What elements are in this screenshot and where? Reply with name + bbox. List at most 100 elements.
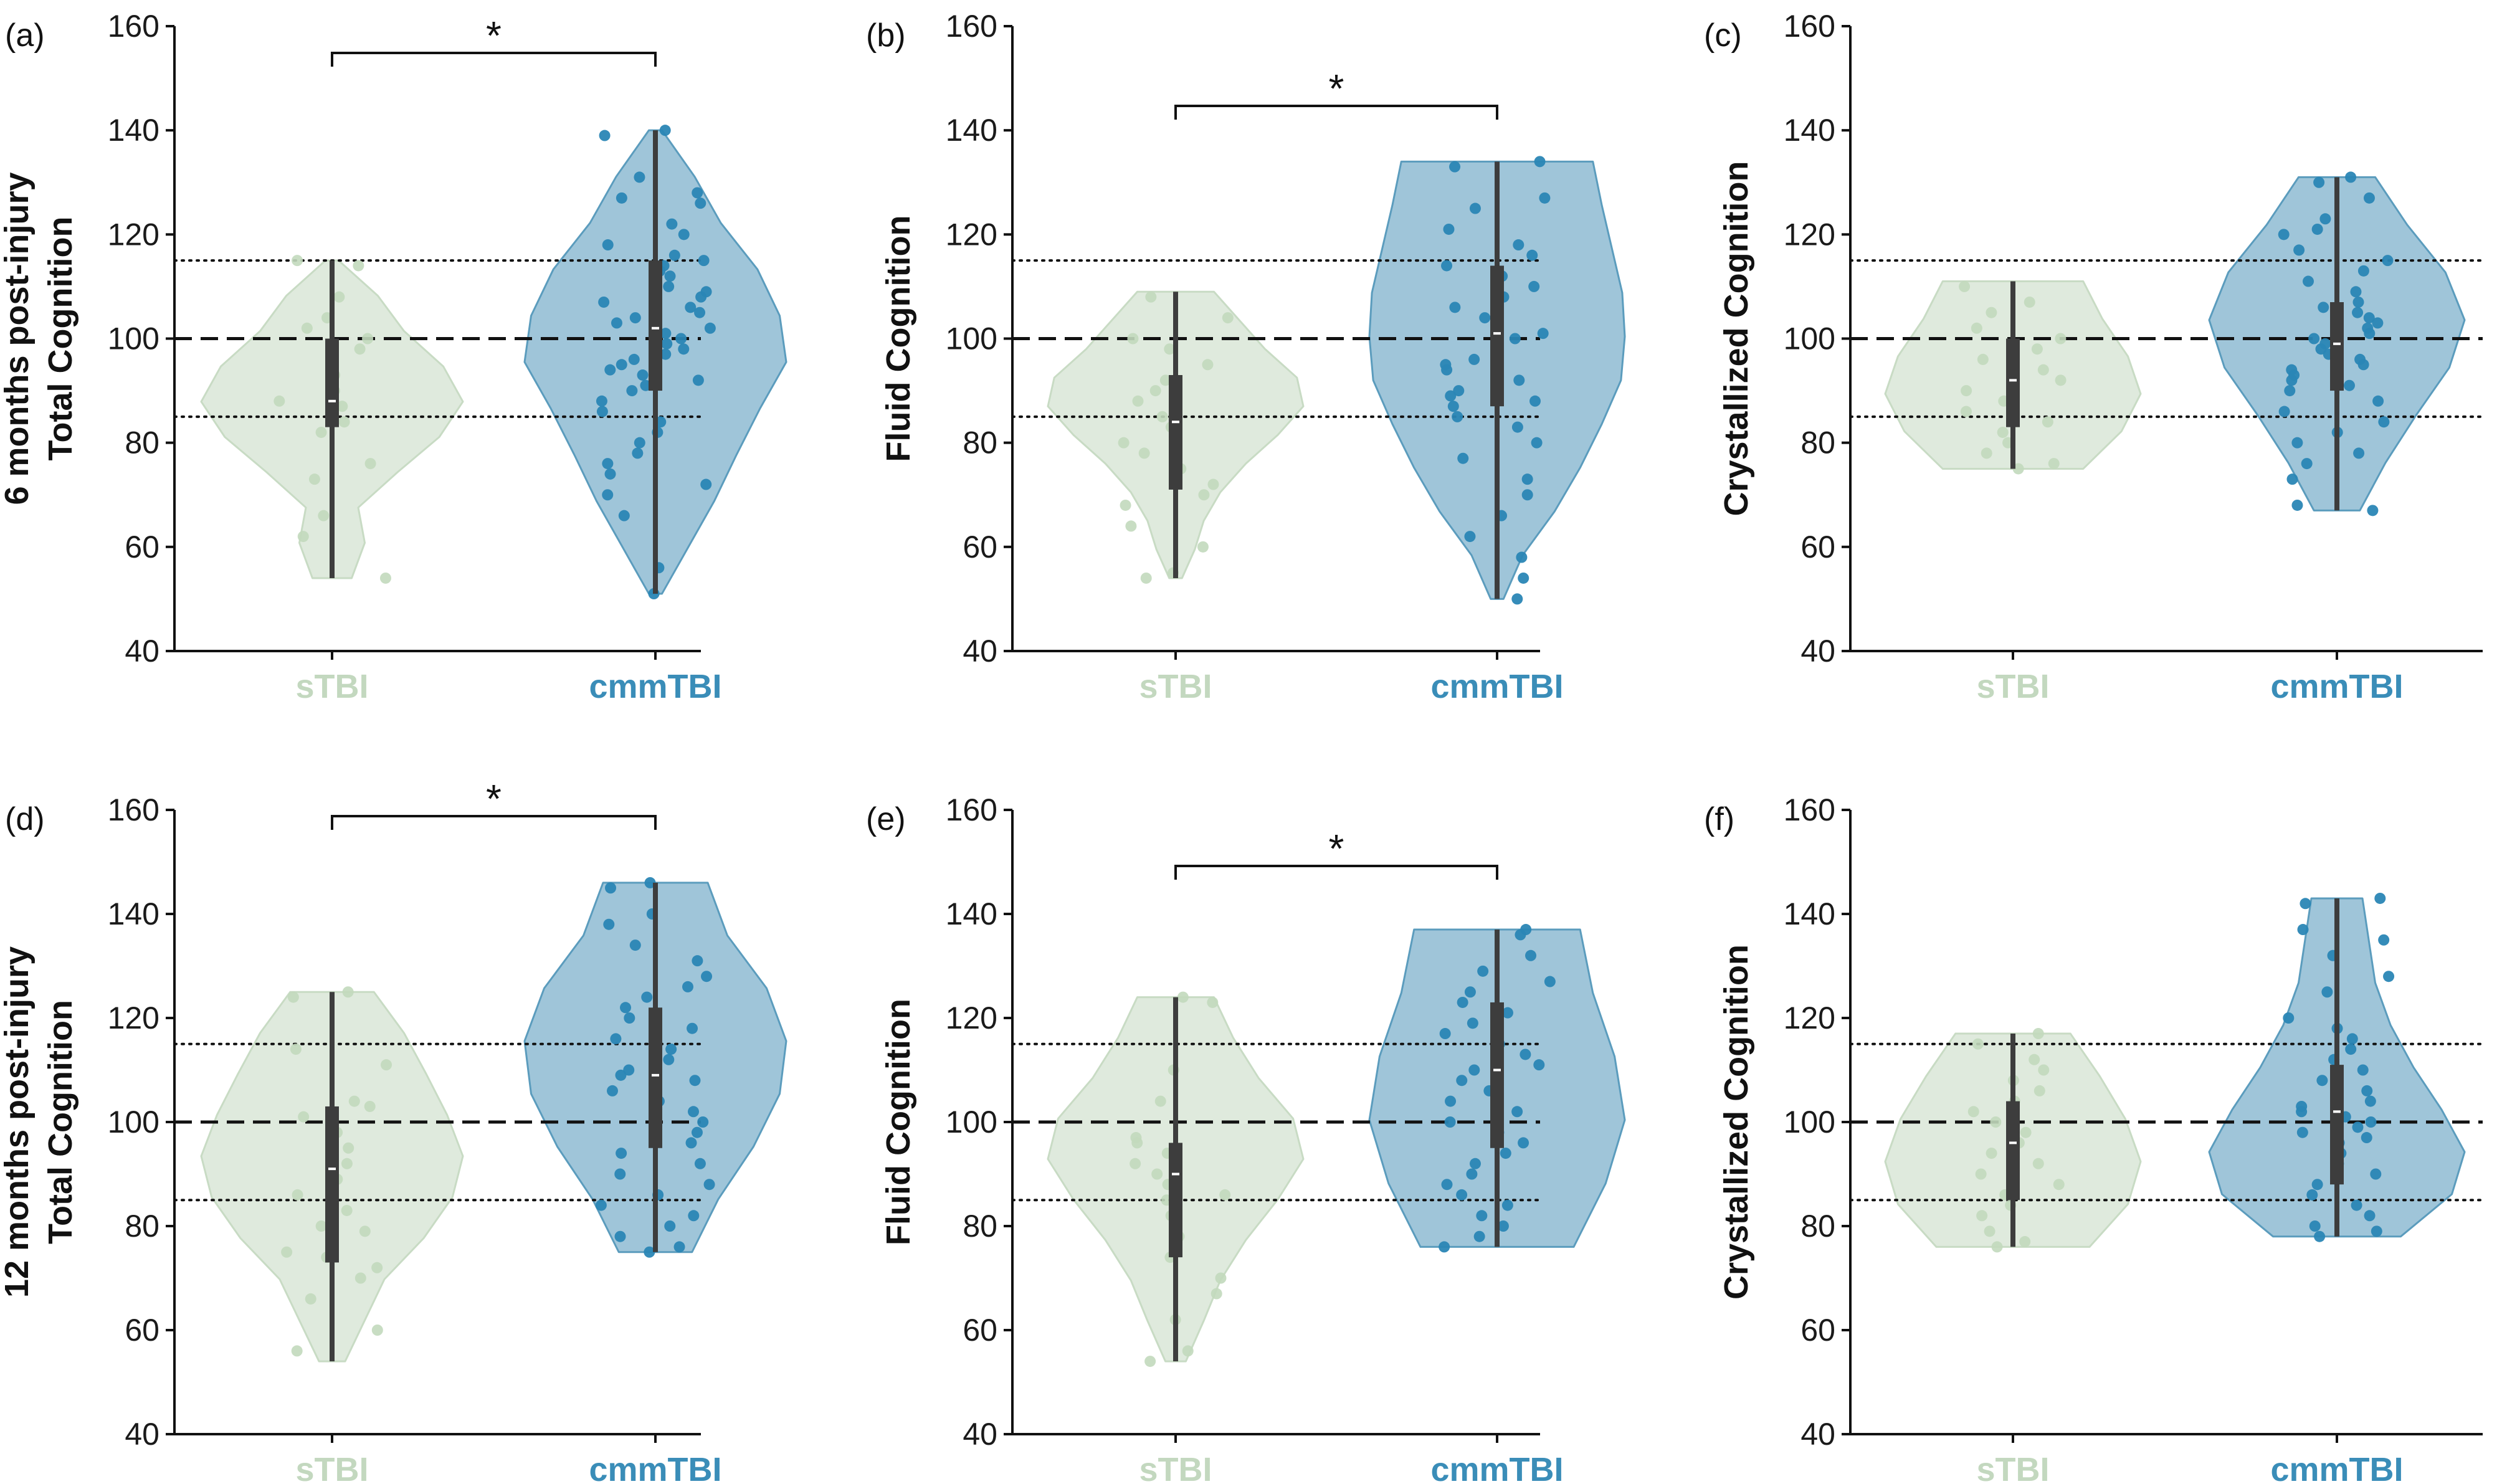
y-tick-label: 80: [1800, 1209, 1835, 1244]
data-point: [1513, 239, 1525, 251]
data-point: [2378, 416, 2390, 428]
data-point: [634, 437, 645, 449]
data-point: [615, 1069, 627, 1081]
x-tick-label-cmmTBI: cmmTBI: [2270, 1451, 2403, 1484]
data-point: [1144, 1356, 1156, 1367]
data-point: [359, 1225, 371, 1237]
data-point: [292, 255, 303, 267]
data-point: [606, 1085, 618, 1096]
data-point: [1518, 1137, 1529, 1149]
panel-e: (e) Fluid Cognition 40 60 80 100 120 140 160 sTBI…: [866, 792, 1626, 1484]
data-point: [1156, 411, 1168, 422]
y-tick-label: 100: [1784, 1105, 1835, 1139]
data-point: [1525, 949, 1537, 961]
data-point: [1468, 1064, 1480, 1076]
data-point: [1501, 1199, 1513, 1211]
data-point: [2346, 1033, 2358, 1045]
data-point: [602, 489, 614, 501]
y-tick-label: 160: [946, 792, 997, 827]
y-tick-label: 140: [108, 113, 159, 148]
y-axis-label: Total Cognition: [42, 217, 79, 461]
data-point: [1997, 426, 2009, 438]
data-point: [2372, 317, 2384, 329]
data-point: [661, 338, 673, 350]
data-point: [616, 1148, 627, 1159]
y-tick-label: 60: [1800, 1313, 1835, 1348]
data-point: [614, 1168, 626, 1180]
x-tick-label-sTBI: sTBI: [295, 1451, 368, 1484]
data-point: [297, 531, 309, 543]
data-point: [1467, 1017, 1478, 1029]
data-point: [616, 359, 627, 371]
data-point: [698, 255, 710, 267]
data-point: [616, 192, 627, 204]
data-point: [1984, 1225, 1995, 1237]
data-point: [2038, 1064, 2050, 1076]
y-tick-label: 160: [108, 792, 159, 827]
data-point: [2284, 385, 2296, 397]
data-point: [1526, 249, 1538, 261]
data-point: [1445, 1095, 1457, 1107]
significance-star: *: [486, 776, 502, 821]
data-point: [274, 395, 285, 407]
data-point: [687, 1022, 698, 1034]
data-point: [629, 939, 641, 951]
data-point: [354, 343, 366, 355]
data-point: [1544, 976, 1556, 987]
data-point: [596, 395, 607, 407]
data-point: [1959, 280, 1971, 292]
data-point: [315, 1220, 327, 1232]
data-point: [2314, 1230, 2326, 1242]
data-point: [1466, 1168, 1478, 1180]
y-tick-label: 160: [1784, 792, 1835, 827]
data-point: [1473, 1230, 1485, 1242]
data-point: [2364, 1210, 2376, 1222]
data-point: [1961, 385, 1972, 397]
data-point: [298, 1111, 310, 1123]
y-tick-label: 60: [1800, 530, 1835, 564]
data-point: [1518, 572, 1529, 584]
significance-bracket: [1174, 105, 1498, 120]
data-point: [1981, 447, 1992, 459]
data-point: [644, 1246, 655, 1258]
row-label: 12 months post-injury: [0, 946, 36, 1298]
data-point: [1972, 1038, 1984, 1050]
data-point: [2313, 176, 2325, 188]
data-point: [364, 1100, 376, 1112]
data-point: [1197, 541, 1209, 553]
data-point: [618, 510, 630, 521]
data-point: [2309, 1220, 2321, 1232]
data-point: [1990, 1116, 2002, 1128]
y-tick-label: 80: [125, 426, 159, 460]
data-point: [342, 986, 354, 998]
panel-b: (b) Fluid Cognition 40 60 80 100 120 140 160 sTBI…: [866, 9, 1626, 705]
data-point: [632, 447, 644, 459]
data-point: [2382, 255, 2394, 267]
data-point: [1219, 1189, 1231, 1201]
data-point: [664, 1220, 676, 1232]
data-point: [2024, 296, 2035, 308]
data-point: [2311, 1179, 2323, 1191]
data-point: [1118, 437, 1130, 449]
x-tick-label-cmmTBI: cmmTBI: [589, 1451, 721, 1484]
data-point: [1511, 593, 1523, 605]
data-point: [2321, 986, 2333, 998]
data-point: [2319, 213, 2331, 225]
y-tick-label: 100: [1784, 321, 1835, 356]
data-point: [2345, 171, 2357, 183]
data-point: [2283, 1012, 2295, 1024]
data-point: [1127, 333, 1139, 345]
data-point: [1971, 322, 1982, 334]
data-point: [623, 1064, 635, 1076]
data-point: [2357, 359, 2369, 371]
data-point: [1537, 328, 1549, 340]
data-point: [2378, 934, 2390, 946]
data-point: [2343, 379, 2355, 391]
data-point: [2316, 1075, 2328, 1087]
y-tick-label: 160: [1784, 9, 1835, 44]
data-point: [1476, 1210, 1488, 1222]
data-point: [1464, 531, 1476, 543]
data-point: [2363, 192, 2375, 204]
panel-label: (d): [5, 801, 45, 837]
